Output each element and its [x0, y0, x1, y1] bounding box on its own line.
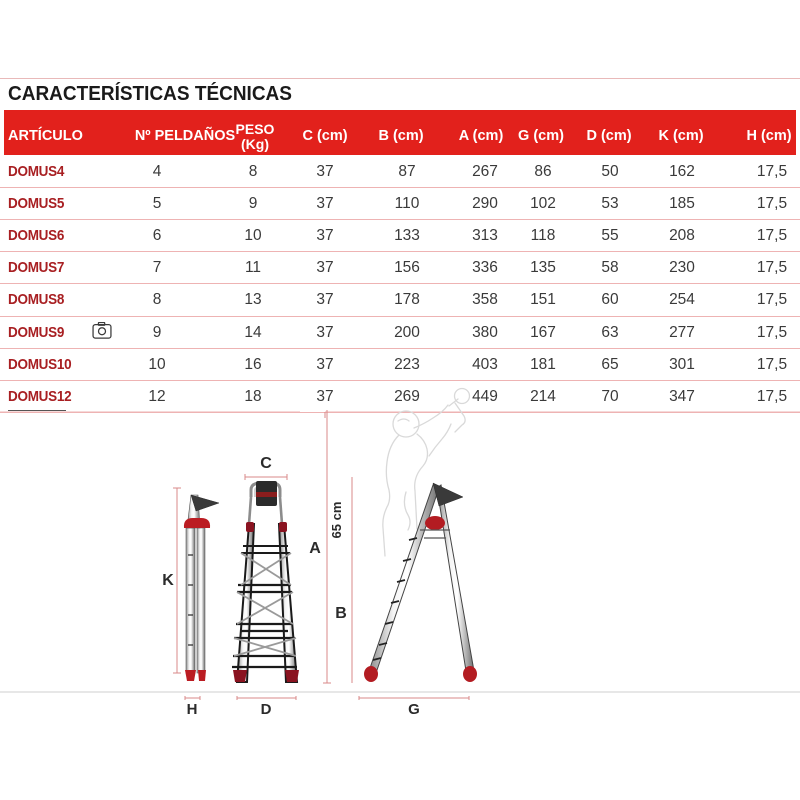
svg-text:G: G	[408, 701, 420, 718]
svg-text:C: C	[260, 455, 272, 472]
svg-text:K: K	[162, 572, 174, 589]
svg-text:H: H	[187, 701, 198, 718]
svg-text:A: A	[309, 540, 321, 557]
svg-text:65 cm: 65 cm	[329, 502, 344, 539]
svg-text:D: D	[261, 701, 272, 718]
svg-text:B: B	[335, 605, 347, 622]
